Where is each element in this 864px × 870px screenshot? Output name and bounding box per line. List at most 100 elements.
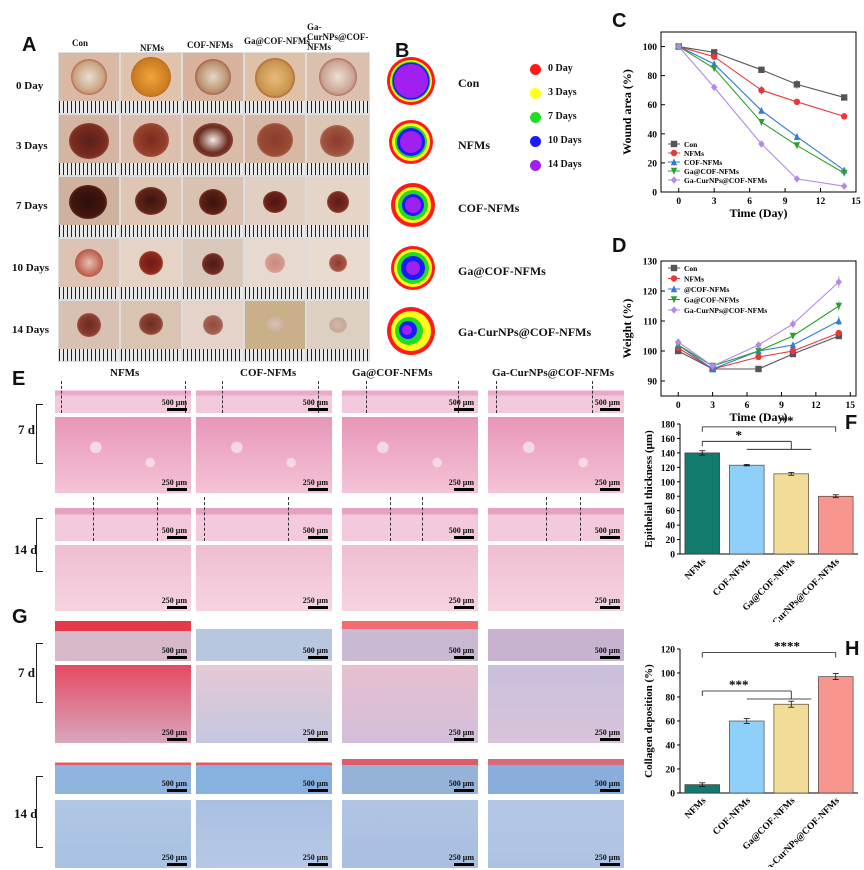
wound-photo bbox=[182, 300, 244, 362]
scale-bar: 250 μm bbox=[595, 853, 620, 866]
y-tick-label: 0 bbox=[670, 551, 675, 561]
legend-entry: Ga-CurNPs@COF-NFMs bbox=[668, 176, 767, 185]
wound-trace-ga-curnps bbox=[387, 307, 435, 355]
x-tick-label: 0 bbox=[676, 401, 681, 411]
bracket bbox=[36, 404, 43, 464]
x-axis-label: Time (Day) bbox=[729, 206, 787, 220]
scale-bar: 500 μm bbox=[449, 526, 474, 539]
data-point bbox=[789, 320, 797, 328]
y-tick-label: 80 bbox=[666, 694, 676, 704]
y-tick-label: 0 bbox=[670, 790, 675, 800]
legend-label: @COF-NFMs bbox=[684, 285, 729, 294]
legend-entry: NFMs bbox=[668, 149, 704, 158]
data-point bbox=[670, 176, 678, 184]
scale-bar: 500 μm bbox=[162, 779, 187, 792]
wound-trace-con bbox=[387, 57, 435, 105]
masson-histology-image: 250 μm bbox=[488, 800, 624, 868]
legend-entry: Ga-CurNPs@COF-NFMs bbox=[668, 306, 767, 315]
significance-bracket: **** bbox=[701, 639, 837, 658]
he-histology-image: 250 μm bbox=[55, 545, 191, 611]
region-marker-line bbox=[185, 381, 186, 413]
y-tick-label: 20 bbox=[666, 766, 676, 776]
significance-label: * bbox=[736, 427, 743, 442]
masson-histology-image: 500 μm bbox=[488, 750, 624, 794]
wound-photo bbox=[244, 176, 306, 238]
plot-frame bbox=[660, 260, 857, 397]
plot-frame bbox=[660, 31, 857, 193]
row-label-day3: 3 Days bbox=[16, 140, 48, 152]
x-category-label: COF-NFMs bbox=[711, 796, 753, 838]
data-point bbox=[670, 158, 678, 166]
region-marker-line bbox=[580, 497, 581, 541]
wound-photo bbox=[244, 114, 306, 176]
panel-label-h: H bbox=[845, 638, 860, 660]
row-label-day14: 14 Days bbox=[12, 324, 49, 336]
masson-histology-image: 500 μm bbox=[342, 621, 478, 661]
data-point bbox=[675, 338, 682, 346]
wound-photo bbox=[244, 52, 306, 114]
legend-label: Con bbox=[684, 140, 698, 149]
x-axis-label: Time (Day) bbox=[729, 410, 787, 424]
col-header-nfms: NFMs bbox=[140, 43, 164, 53]
scale-bar: 250 μm bbox=[595, 478, 620, 491]
y-tick-label: 180 bbox=[661, 421, 676, 431]
data-point bbox=[840, 113, 848, 120]
y-tick-label: 140 bbox=[661, 449, 676, 459]
region-marker-line bbox=[93, 497, 94, 541]
scale-bar: 250 μm bbox=[449, 478, 474, 491]
scale-bar: 250 μm bbox=[449, 728, 474, 741]
chart-weight: 0 3 6 9 12 15 90 100 110 120 130 Time (Day) Weight (… bbox=[620, 258, 857, 424]
wound-photo bbox=[58, 176, 120, 238]
region-marker-line bbox=[496, 381, 497, 413]
legend-day0: 0 Day bbox=[548, 63, 573, 74]
region-marker-line bbox=[390, 497, 391, 541]
legend-entry: COF-NFMs bbox=[668, 158, 722, 167]
col-header-ga-cof-nfms: Ga@COF-NFMs bbox=[244, 36, 310, 46]
wound-photo bbox=[182, 114, 244, 176]
scale-bar: 250 μm bbox=[303, 478, 328, 491]
masson-histology-image: 500 μm bbox=[342, 750, 478, 794]
data-point bbox=[835, 317, 842, 325]
scale-bar: 500 μm bbox=[303, 526, 328, 539]
x-tick-label: 3 bbox=[710, 401, 715, 411]
he-histology-image: 250 μm bbox=[488, 417, 624, 493]
legend-label: NFMs bbox=[684, 149, 704, 158]
data-point bbox=[670, 264, 678, 272]
legend-day3: 3 Days bbox=[548, 87, 577, 98]
x-tick-label: 0 bbox=[676, 197, 681, 207]
legend-entry: @COF-NFMs bbox=[668, 285, 729, 294]
wound-trace-cof-nfms bbox=[391, 183, 435, 227]
legend-entry: Ga@COF-NFMs bbox=[668, 167, 739, 176]
scale-bar: 500 μm bbox=[303, 646, 328, 659]
significance-label: ** bbox=[781, 413, 794, 428]
legend-entry: Con bbox=[668, 140, 698, 149]
y-tick-label: 60 bbox=[648, 101, 658, 111]
wound-photo bbox=[306, 52, 370, 114]
scale-bar: 500 μm bbox=[162, 398, 187, 411]
legend-label: Con bbox=[684, 264, 698, 273]
masson-histology-image: 500 μm bbox=[55, 750, 191, 794]
data-point bbox=[793, 81, 801, 88]
wound-photo bbox=[244, 238, 306, 300]
x-category-label: Ga-CurNPs@COF-NFMs bbox=[760, 796, 842, 867]
y-axis-label: Epithelial thickness (μm) bbox=[643, 430, 655, 548]
bar-nfms bbox=[684, 452, 720, 555]
y-tick-label: 80 bbox=[648, 72, 658, 82]
legend-entry: Con bbox=[668, 264, 698, 273]
he-col-ga-cof-nfms: Ga@COF-NFMs bbox=[352, 367, 433, 379]
data-point bbox=[789, 347, 797, 355]
data-point bbox=[670, 167, 678, 175]
scale-bar: 500 μm bbox=[449, 646, 474, 659]
masson-histology-image: 250 μm bbox=[342, 800, 478, 868]
data-point bbox=[789, 332, 797, 340]
masson-histology-image: 500 μm bbox=[196, 750, 332, 794]
wound-photo bbox=[120, 176, 182, 238]
trace-label-nfms: NFMs bbox=[458, 138, 490, 152]
masson-histology-image: 500 μm bbox=[55, 621, 191, 661]
x-category-label: Ga-CurNPs@COF-NFMs bbox=[760, 557, 842, 622]
y-tick-label: 130 bbox=[643, 258, 658, 268]
scale-bar: 500 μm bbox=[449, 398, 474, 411]
significance-bracket: *** bbox=[701, 677, 812, 700]
scale-bar: 250 μm bbox=[162, 596, 187, 609]
panel-label-d: D bbox=[612, 235, 627, 257]
